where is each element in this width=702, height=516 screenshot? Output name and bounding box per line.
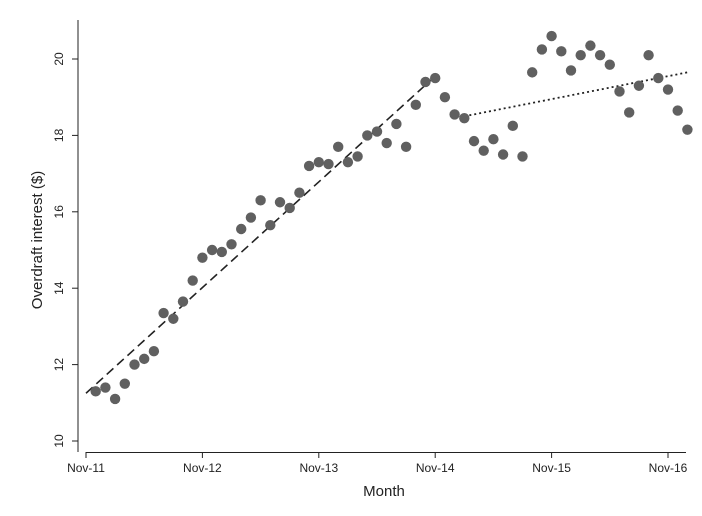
y-tick-label: 10 [52,434,66,448]
data-point [265,219,276,231]
data-point [565,65,577,76]
data-point [400,141,412,153]
x-tick-label: Nov-11 [67,461,105,475]
data-point [478,145,489,156]
data-point [653,72,664,84]
x-tick-label: Nov-14 [416,461,455,475]
y-tick-label: 12 [52,358,66,372]
x-axis-title: Month [363,483,405,500]
data-point [333,141,344,153]
data-point [391,118,402,130]
data-point [604,59,615,70]
data-point [226,239,237,250]
data-point [177,296,189,307]
data-point [342,156,354,168]
data-point [90,386,101,397]
data-point [294,187,305,198]
axes [77,20,686,453]
x-tick-label: Nov-12 [183,461,222,475]
data-point [439,92,451,103]
data-point [643,49,654,61]
data-point [245,212,257,223]
data-point [575,49,586,61]
tick-marks: Nov-11 Nov-12 Nov-13 Nov-14 Nov-15 Nov-16 10 12… [52,52,688,475]
data-point [536,44,548,55]
y-axis-title: Overdraft interest ($) [29,171,46,309]
data-point [362,130,373,141]
data-point [284,202,295,214]
x-tick-label: Nov-15 [532,461,571,475]
y-tick-label: 18 [52,128,66,142]
data-point [410,99,421,111]
data-point [109,393,121,405]
data-point [517,151,528,162]
data-point [129,359,140,370]
data-point [381,137,392,149]
data-point [187,275,198,286]
data-point [672,105,683,116]
y-tick-label: 20 [52,52,66,66]
data-point [430,72,441,84]
data-point [662,84,674,95]
data-point [633,80,645,91]
data-point [556,46,567,57]
data-point [468,135,480,147]
data-point [323,158,334,170]
data-point [168,313,179,324]
data-point [459,113,470,124]
data-point [206,244,218,256]
data-point [585,40,596,51]
data-point [158,307,169,319]
y-tick-label: 14 [52,281,66,295]
data-point [614,86,625,97]
data-point [488,134,499,145]
data-point [255,195,266,206]
data-point [216,246,227,258]
data-point [624,107,635,118]
data-point [119,378,130,389]
data-point [497,149,509,160]
data-point [148,346,160,357]
data-point [100,382,111,393]
data-points [90,30,693,405]
data-point [546,30,557,42]
data-point [274,197,286,208]
data-point [197,252,208,263]
data-point [449,109,460,120]
data-point [139,353,150,365]
data-point [682,124,693,135]
data-point [303,160,315,172]
data-point [236,223,247,235]
data-point [371,126,383,137]
x-tick-label: Nov-13 [299,461,338,475]
data-point [507,120,518,132]
data-point [313,156,324,168]
y-tick-label: 16 [52,205,66,219]
data-point [594,49,606,61]
data-point [527,67,538,78]
data-point [352,151,363,162]
x-tick-label: Nov-16 [649,461,688,475]
data-point [420,76,431,88]
